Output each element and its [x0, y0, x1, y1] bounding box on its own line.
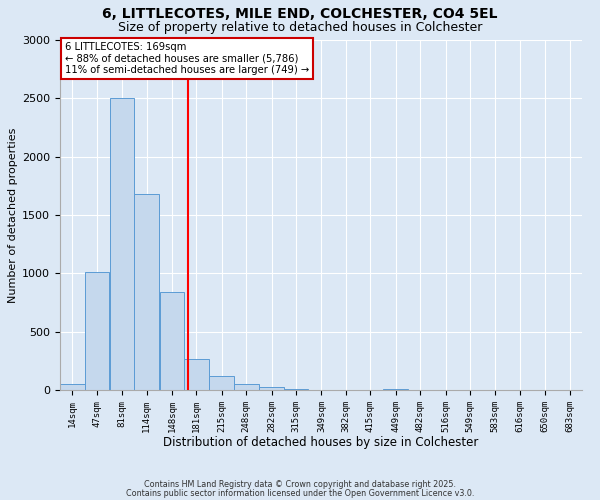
X-axis label: Distribution of detached houses by size in Colchester: Distribution of detached houses by size …: [163, 436, 479, 449]
Bar: [259, 387, 284, 390]
Text: 6 LITTLECOTES: 169sqm
← 88% of detached houses are smaller (5,786)
11% of semi-d: 6 LITTLECOTES: 169sqm ← 88% of detached …: [65, 42, 310, 75]
Bar: [85, 272, 109, 390]
Bar: [209, 376, 234, 390]
Bar: [184, 358, 209, 390]
Bar: [110, 98, 134, 390]
Text: Contains public sector information licensed under the Open Government Licence v3: Contains public sector information licen…: [126, 488, 474, 498]
Bar: [60, 384, 85, 390]
Text: 6, LITTLECOTES, MILE END, COLCHESTER, CO4 5EL: 6, LITTLECOTES, MILE END, COLCHESTER, CO…: [102, 8, 498, 22]
Text: Contains HM Land Registry data © Crown copyright and database right 2025.: Contains HM Land Registry data © Crown c…: [144, 480, 456, 489]
Bar: [160, 292, 184, 390]
Bar: [134, 194, 159, 390]
Y-axis label: Number of detached properties: Number of detached properties: [8, 128, 18, 302]
Text: Size of property relative to detached houses in Colchester: Size of property relative to detached ho…: [118, 21, 482, 34]
Bar: [234, 384, 259, 390]
